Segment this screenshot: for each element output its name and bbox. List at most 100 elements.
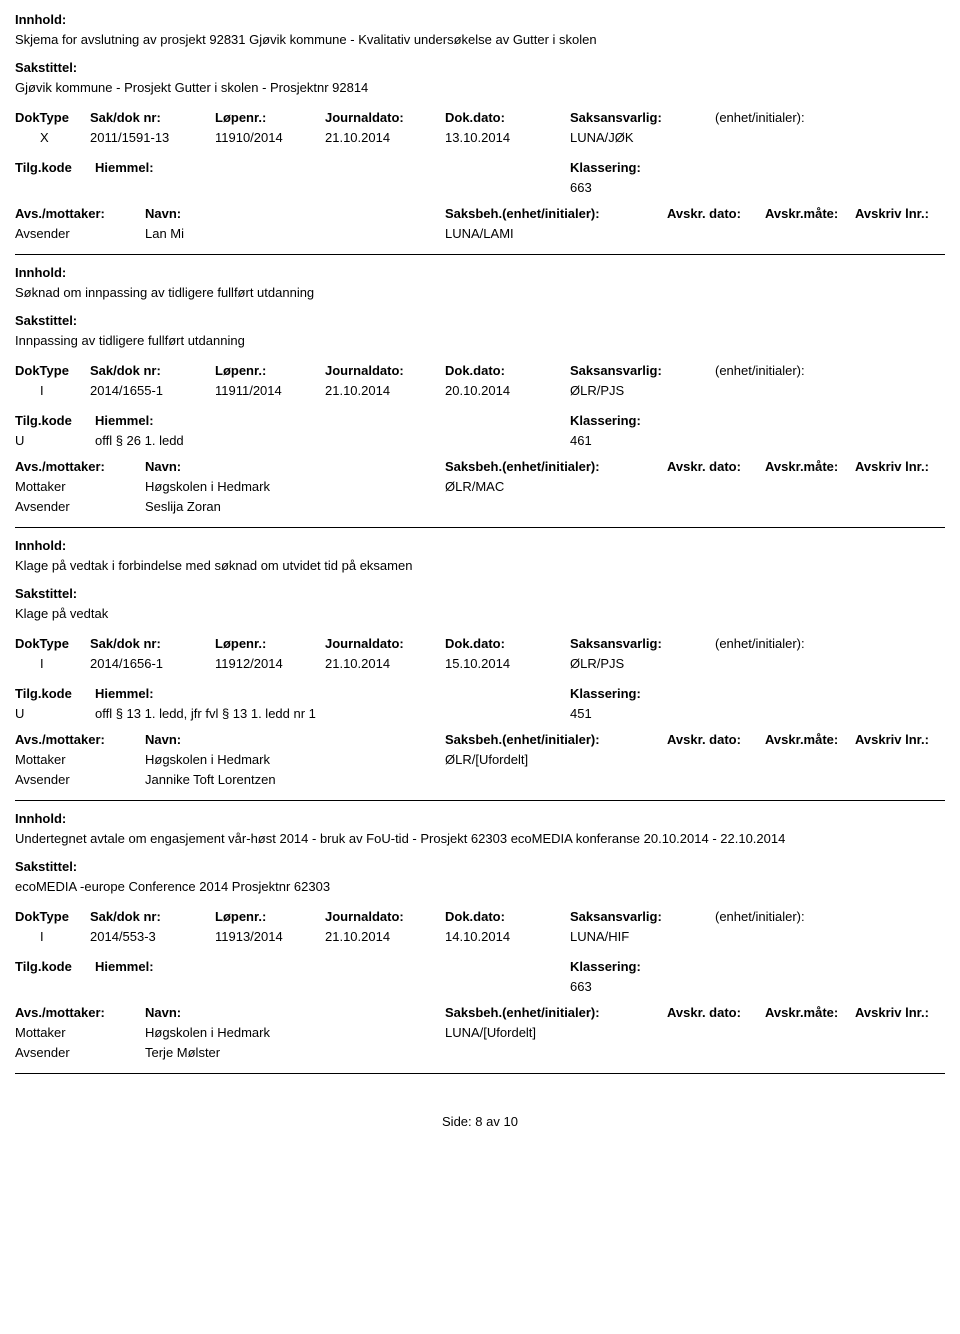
klassering-label: Klassering: [570, 160, 641, 175]
avskrlnr-label: Avskriv lnr.: [855, 206, 929, 221]
party-row: Avsender Jannike Toft Lorentzen [15, 772, 945, 792]
saksansv-val: ØLR/PJS [570, 656, 624, 671]
avsmottaker-label: Avs./mottaker: [15, 732, 105, 747]
avskrmate-label: Avskr.måte: [765, 732, 838, 747]
party-saksbeh: ØLR/MAC [445, 479, 504, 494]
party-row: Avsender Terje Mølster [15, 1045, 945, 1065]
meta-header-row: DokType Sak/dok nr: Løpenr.: Journaldato… [15, 363, 945, 383]
journaldato-label: Journaldato: [325, 363, 404, 378]
jdato-val: 21.10.2014 [325, 130, 390, 145]
avs-header-row: Avs./mottaker: Navn: Saksbeh.(enhet/init… [15, 1005, 945, 1025]
party-role: Avsender [15, 499, 70, 514]
party-role: Mottaker [15, 479, 66, 494]
meta-value-row: I 2014/553-3 11913/2014 21.10.2014 14.10… [15, 929, 945, 949]
avsmottaker-label: Avs./mottaker: [15, 206, 105, 221]
hiemmel-label: Hiemmel: [95, 959, 154, 974]
tilgkode-label: Tilg.kode [15, 959, 72, 974]
innhold-text: Søknad om innpassing av tidligere fullfø… [15, 285, 945, 303]
party-row: Mottaker Høgskolen i Hedmark ØLR/[Uforde… [15, 752, 945, 772]
doktype-val: I [40, 929, 44, 944]
dokdato-val: 14.10.2014 [445, 929, 510, 944]
saksansvarlig-label: Saksansvarlig: [570, 363, 662, 378]
tilg-value-row: 663 [15, 180, 945, 200]
avs-header-row: Avs./mottaker: Navn: Saksbeh.(enhet/init… [15, 459, 945, 479]
journaldato-label: Journaldato: [325, 909, 404, 924]
klassering-val: 663 [570, 180, 592, 195]
saknr-label: Sak/dok nr: [90, 909, 161, 924]
avskrmate-label: Avskr.måte: [765, 459, 838, 474]
lopenr-label: Løpenr.: [215, 110, 266, 125]
enhetinit-label: (enhet/initialer): [715, 909, 805, 924]
innhold-text: Undertegnet avtale om engasjement vår-hø… [15, 831, 945, 849]
saksbeh-label: Saksbeh.(enhet/initialer): [445, 1005, 600, 1020]
footer-page-total: 10 [504, 1114, 518, 1129]
saksansv-val: ØLR/PJS [570, 383, 624, 398]
navn-label: Navn: [145, 1005, 181, 1020]
klassering-val: 461 [570, 433, 592, 448]
avs-header-row: Avs./mottaker: Navn: Saksbeh.(enhet/init… [15, 206, 945, 226]
doktype-val: I [40, 383, 44, 398]
tilg-header-row: Tilg.kode Hiemmel: Klassering: [15, 959, 945, 979]
hiemmel-label: Hiemmel: [95, 413, 154, 428]
klassering-val: 451 [570, 706, 592, 721]
journal-record: Innhold: Klage på vedtak i forbindelse m… [15, 538, 945, 792]
hiemmel-val: offl § 13 1. ledd, jfr fvl § 13 1. ledd … [95, 706, 316, 721]
doktype-label: DokType [15, 110, 69, 125]
meta-header-row: DokType Sak/dok nr: Løpenr.: Journaldato… [15, 636, 945, 656]
innhold-label: Innhold: [15, 811, 945, 829]
record-divider [15, 254, 945, 255]
saksansv-val: LUNA/JØK [570, 130, 634, 145]
party-name: Jannike Toft Lorentzen [145, 772, 276, 787]
party-saksbeh: ØLR/[Ufordelt] [445, 752, 528, 767]
sakstittel-text: Klage på vedtak [15, 606, 945, 624]
saknr-label: Sak/dok nr: [90, 363, 161, 378]
jdato-val: 21.10.2014 [325, 929, 390, 944]
tilgkode-label: Tilg.kode [15, 413, 72, 428]
lopenr-label: Løpenr.: [215, 363, 266, 378]
page-footer: Side: 8 av 10 [15, 1114, 945, 1129]
hiemmel-label: Hiemmel: [95, 686, 154, 701]
footer-av-label: av [486, 1114, 500, 1129]
innhold-label: Innhold: [15, 538, 945, 556]
dokdato-label: Dok.dato: [445, 363, 505, 378]
enhetinit-label: (enhet/initialer): [715, 363, 805, 378]
party-role: Avsender [15, 772, 70, 787]
journal-page: Innhold: Skjema for avslutning av prosje… [0, 0, 960, 1159]
doktype-val: I [40, 656, 44, 671]
doktype-label: DokType [15, 636, 69, 651]
party-row: Avsender Lan Mi LUNA/LAMI [15, 226, 945, 246]
avskrlnr-label: Avskriv lnr.: [855, 732, 929, 747]
hiemmel-label: Hiemmel: [95, 160, 154, 175]
sakstittel-label: Sakstittel: [15, 859, 945, 877]
avskrdato-label: Avskr. dato: [667, 1005, 741, 1020]
party-row: Mottaker Høgskolen i Hedmark ØLR/MAC [15, 479, 945, 499]
innhold-text: Skjema for avslutning av prosjekt 92831 … [15, 32, 945, 50]
lopenr-label: Løpenr.: [215, 909, 266, 924]
doktype-label: DokType [15, 363, 69, 378]
tilg-header-row: Tilg.kode Hiemmel: Klassering: [15, 413, 945, 433]
journaldato-label: Journaldato: [325, 636, 404, 651]
klassering-label: Klassering: [570, 413, 641, 428]
party-role: Mottaker [15, 752, 66, 767]
avsmottaker-label: Avs./mottaker: [15, 1005, 105, 1020]
tilgkode-label: Tilg.kode [15, 686, 72, 701]
navn-label: Navn: [145, 732, 181, 747]
saksbeh-label: Saksbeh.(enhet/initialer): [445, 459, 600, 474]
enhetinit-label: (enhet/initialer): [715, 110, 805, 125]
saksbeh-label: Saksbeh.(enhet/initialer): [445, 732, 600, 747]
footer-side-label: Side: [442, 1114, 472, 1129]
dokdato-val: 13.10.2014 [445, 130, 510, 145]
avskrdato-label: Avskr. dato: [667, 732, 741, 747]
tilgkode-label: Tilg.kode [15, 160, 72, 175]
party-name: Lan Mi [145, 226, 184, 241]
party-row: Mottaker Høgskolen i Hedmark LUNA/[Uford… [15, 1025, 945, 1045]
dokdato-label: Dok.dato: [445, 110, 505, 125]
party-name: Høgskolen i Hedmark [145, 1025, 270, 1040]
saknr-label: Sak/dok nr: [90, 110, 161, 125]
record-divider [15, 800, 945, 801]
innhold-text: Klage på vedtak i forbindelse med søknad… [15, 558, 945, 576]
party-name: Høgskolen i Hedmark [145, 752, 270, 767]
avskrmate-label: Avskr.måte: [765, 206, 838, 221]
dokdato-val: 20.10.2014 [445, 383, 510, 398]
journal-record: Innhold: Søknad om innpassing av tidlige… [15, 265, 945, 519]
